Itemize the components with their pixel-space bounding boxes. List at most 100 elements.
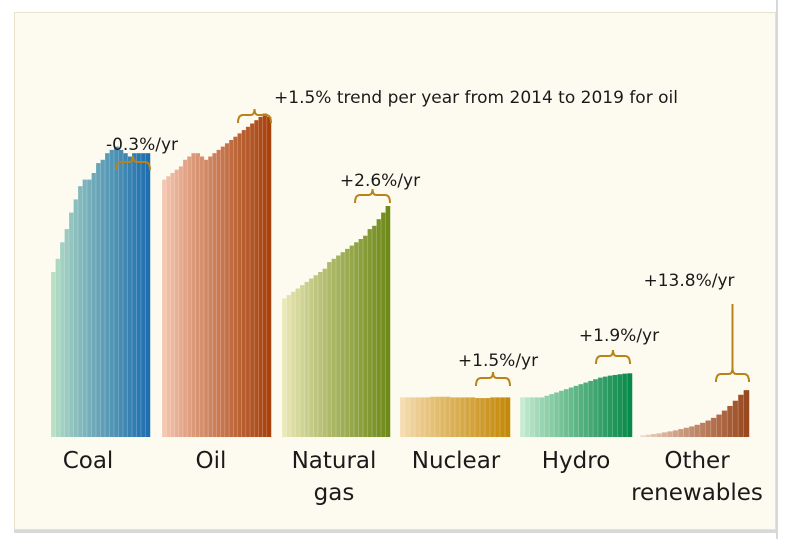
coal-bar xyxy=(91,173,97,437)
oil-bar xyxy=(254,120,259,437)
hydro-renewables-bar xyxy=(593,379,599,437)
bar-groups xyxy=(50,113,750,438)
other-renewables-trend-bracket xyxy=(715,367,750,383)
hydro-renewables-bar xyxy=(602,376,608,437)
hydro-renewables-bar xyxy=(568,387,574,437)
trend-braces xyxy=(115,108,750,387)
hydro-renewables-bar xyxy=(544,395,550,437)
other-renewables-bar xyxy=(727,405,733,437)
hydro-renewables-bar xyxy=(529,397,535,437)
other-renewables-bar xyxy=(721,410,728,437)
other-renewables-trend-annotation: +13.8%/yr xyxy=(643,271,734,291)
other-renewables-bar xyxy=(716,414,722,437)
other-renewables-bar xyxy=(678,429,684,437)
coal-bar xyxy=(105,153,110,437)
natural-gas-bar xyxy=(318,272,323,437)
nuclear-bar xyxy=(495,397,501,437)
hydro-renewables-bar xyxy=(622,373,628,437)
coal-bar xyxy=(69,212,74,437)
hydro-renewables-bar xyxy=(588,380,594,437)
nuclear-category-label: Nuclear xyxy=(412,448,501,474)
natural-gas-bar xyxy=(354,242,359,437)
oil-bar xyxy=(216,149,221,437)
coal-bar xyxy=(136,153,142,437)
nuclear-bar xyxy=(500,397,506,437)
coal-trend-annotation: -0.3%/yr xyxy=(106,135,178,155)
category-labels: Coal Oil Natural gas Nuclear Hydro Other renewa… xyxy=(63,448,763,506)
natural-gas-bar xyxy=(358,239,364,437)
coal-bar xyxy=(96,163,101,437)
other-renewables-bar xyxy=(743,390,750,437)
other-renewables-bar xyxy=(694,424,701,437)
oil-bar xyxy=(237,133,242,437)
oil-bar xyxy=(262,113,268,437)
frame-border-bottom xyxy=(14,530,778,533)
nuclear-bar xyxy=(400,397,406,437)
oil-bar xyxy=(182,159,188,438)
trend-annotations: -0.3%/yr +1.5% trend per year from 2014 t… xyxy=(106,88,735,371)
other-renewables-bar xyxy=(672,430,679,437)
natural-gas-bar xyxy=(381,212,386,437)
oil-bar xyxy=(199,156,205,437)
natural-gas-bar xyxy=(349,245,355,437)
hydro-renewables-trend-bracket xyxy=(595,349,631,365)
nuclear-bar xyxy=(480,398,486,437)
oil-bar xyxy=(162,179,167,437)
other-renewables-bar xyxy=(689,426,695,437)
other-renewables-bar xyxy=(656,433,663,437)
coal-bar xyxy=(100,159,106,438)
natural-gas-bar xyxy=(309,278,314,437)
coal-bar xyxy=(109,149,115,437)
nuclear-trend-bracket xyxy=(475,371,511,387)
coal-bar xyxy=(132,153,137,437)
coal-bar xyxy=(51,272,56,437)
other-renewables-bar xyxy=(710,417,717,437)
hydro-renewables-bar xyxy=(573,385,579,437)
oil-bar xyxy=(166,176,171,438)
oil-bar xyxy=(258,116,263,438)
hydro-renewables-trend-annotation: +1.9%/yr xyxy=(579,326,659,346)
coal-bar xyxy=(64,229,70,437)
natural-gas-bar xyxy=(345,248,350,437)
natural-gas-bar xyxy=(372,225,377,437)
hydro-renewables-category-label: Hydro xyxy=(542,448,611,474)
other-renewables-category-label: renewables xyxy=(631,480,763,506)
hydro-renewables-bar xyxy=(607,375,613,437)
natural-gas-bar xyxy=(376,219,382,437)
coal-bar xyxy=(114,146,119,437)
coal-bar xyxy=(127,156,133,437)
other-renewables-bar xyxy=(738,394,744,437)
coal-category-label: Coal xyxy=(63,448,114,474)
hydro-renewables-bar xyxy=(583,382,589,437)
coal-bar xyxy=(123,153,128,437)
coal-bar xyxy=(145,153,151,437)
hydro-renewables-bar xyxy=(520,397,526,437)
oil-bar xyxy=(174,169,180,437)
hydro-renewables-bar xyxy=(534,397,540,437)
oil-bar xyxy=(208,156,213,437)
hydro-renewables-bar xyxy=(627,373,633,437)
oil-bar xyxy=(250,123,255,437)
natural-gas-bar xyxy=(300,285,305,437)
other-renewables-category-label: Other xyxy=(664,448,730,474)
nuclear-bar xyxy=(440,396,446,437)
natural-gas-trend-annotation: +2.6%/yr xyxy=(340,171,420,191)
hydro-renewables-bar xyxy=(597,377,604,437)
other-renewables-bar xyxy=(667,431,673,437)
coal-bar xyxy=(87,179,92,437)
nuclear-bar xyxy=(430,396,436,437)
coal-bar xyxy=(55,258,61,437)
natural-gas-category-label: gas xyxy=(314,480,355,506)
coal-bar xyxy=(118,149,124,437)
oil-bar xyxy=(266,116,272,438)
natural-gas-bar xyxy=(327,262,332,437)
natural-gas-trend-bracket xyxy=(354,188,391,204)
hydro-renewables-bar xyxy=(612,374,618,437)
other-renewables-bar xyxy=(705,420,712,437)
natural-gas-bar xyxy=(367,229,373,437)
coal-bar xyxy=(82,179,88,437)
hydro-renewables-bar xyxy=(563,389,569,437)
oil-bar xyxy=(212,153,217,437)
oil-bar xyxy=(203,159,209,438)
